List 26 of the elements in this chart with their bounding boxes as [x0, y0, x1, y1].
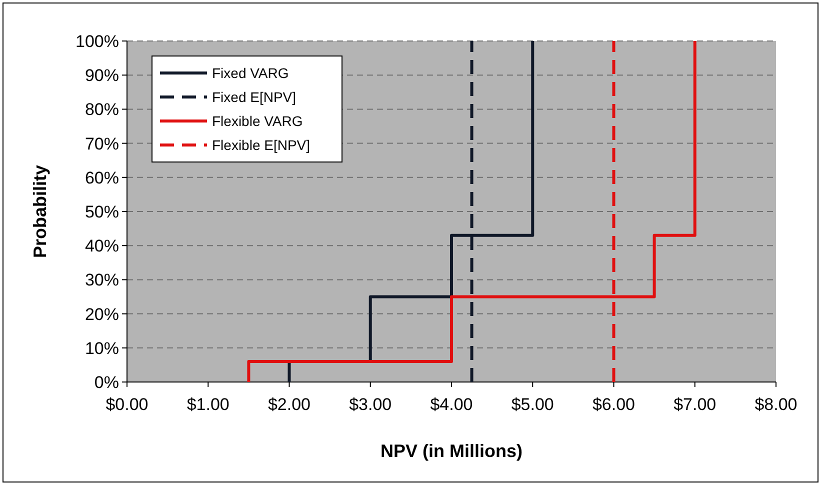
x-tick-label: $7.00 [674, 395, 716, 414]
y-tick-label: 100% [76, 32, 119, 51]
y-tick-label: 40% [84, 236, 119, 256]
y-tick-label: 90% [84, 66, 119, 86]
y-tick-label: 30% [84, 270, 119, 290]
y-tick-label: 10% [84, 338, 119, 358]
y-tick-label: 70% [84, 134, 119, 154]
x-tick-label: $3.00 [349, 395, 392, 414]
x-tick-label: $5.00 [511, 395, 554, 414]
y-tick-label: 0% [94, 372, 119, 392]
x-tick-label: $2.00 [268, 395, 311, 414]
y-tick-label: 20% [84, 304, 119, 324]
y-tick-label: 60% [84, 168, 119, 188]
y-tick-label: 50% [84, 202, 119, 222]
y-tick-label: 80% [84, 100, 119, 120]
legend-label: Fixed VARG [212, 64, 289, 81]
y-axis-title: Probability [30, 164, 50, 258]
legend-label: Flexible VARG [212, 112, 303, 129]
x-tick-label: $1.00 [186, 395, 230, 414]
x-tick-label: $0.00 [106, 395, 148, 414]
x-tick-label: $6.00 [592, 395, 636, 414]
x-tick-label: $8.00 [754, 395, 798, 414]
legend-label: Fixed E[NPV] [212, 88, 296, 105]
x-tick-label: $4.00 [430, 395, 473, 414]
legend-label: Flexible E[NPV] [212, 136, 310, 153]
x-axis-title: NPV (in Millions) [380, 441, 522, 461]
